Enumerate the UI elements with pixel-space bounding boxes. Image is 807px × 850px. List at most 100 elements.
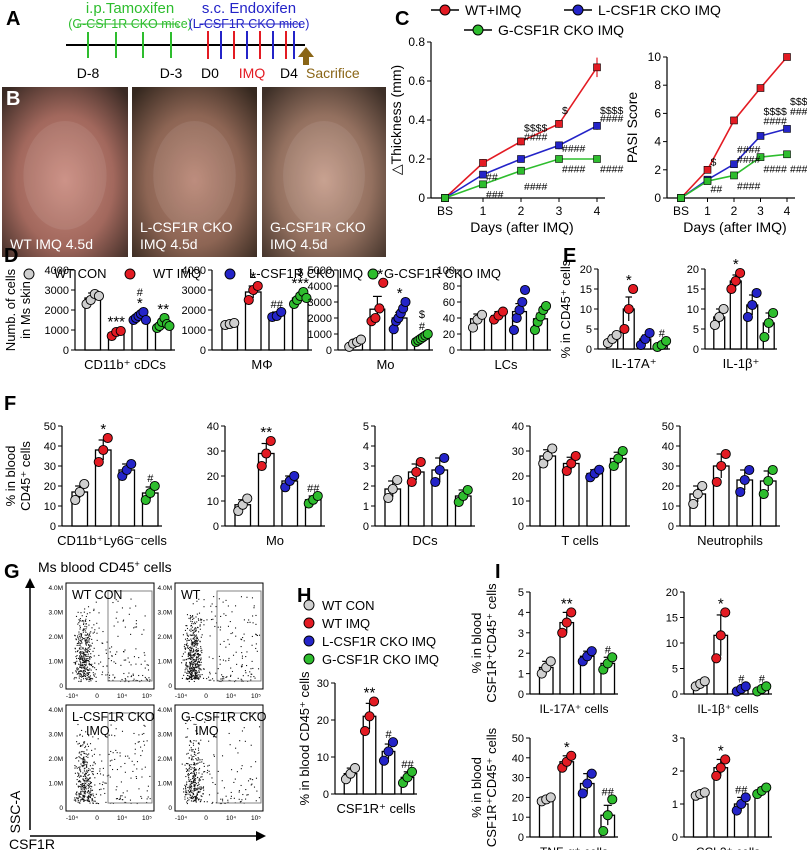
event-dot xyxy=(219,659,221,661)
event-dot xyxy=(200,795,202,797)
event-dot xyxy=(220,802,222,805)
data-point xyxy=(370,312,381,324)
event-dot xyxy=(116,752,118,754)
event-dot xyxy=(91,677,93,679)
event-dot xyxy=(86,766,88,768)
event-dot xyxy=(186,634,188,636)
y-tick-label: 2000 xyxy=(45,305,69,317)
event-dot xyxy=(129,607,131,609)
event-dot xyxy=(90,790,92,792)
event-dot xyxy=(144,660,146,662)
event-dot xyxy=(197,799,199,801)
event-dot xyxy=(198,655,200,657)
event-dot xyxy=(85,791,87,793)
x-tick-label: 4 xyxy=(594,204,601,218)
flow-plot-label: G-CSF1R CKO xyxy=(181,710,267,724)
flow-x-tick-label: 10⁵ xyxy=(251,815,261,822)
event-dot xyxy=(125,659,127,661)
flow-y-tick-label: 2.0M xyxy=(49,756,63,763)
event-dot xyxy=(253,786,256,788)
event-dot xyxy=(193,774,195,776)
day-label: D-8 xyxy=(77,65,100,81)
event-dot xyxy=(117,621,119,623)
panel-letter-e: E xyxy=(563,245,576,267)
event-dot xyxy=(193,753,196,755)
event-dot xyxy=(85,782,87,784)
event-dot xyxy=(106,674,109,676)
event-dot xyxy=(113,661,115,663)
event-dot xyxy=(76,655,78,657)
event-dot xyxy=(78,773,80,775)
event-dot xyxy=(91,638,93,640)
event-dot xyxy=(220,615,222,618)
event-dot xyxy=(125,679,127,681)
y-tick-label: 30 xyxy=(44,461,56,473)
event-dot xyxy=(198,612,201,614)
event-dot xyxy=(89,765,91,767)
event-dot xyxy=(133,656,135,658)
event-dot xyxy=(192,650,194,652)
event-dot xyxy=(201,634,203,636)
event-dot xyxy=(185,665,187,667)
group-legend-marker xyxy=(23,268,35,280)
event-dot xyxy=(228,659,230,661)
y-tick-label: 20 xyxy=(512,471,524,483)
y-tick-label: 10 xyxy=(512,496,524,508)
event-dot xyxy=(79,625,81,627)
event-dot xyxy=(187,793,189,795)
event-dot xyxy=(85,639,87,641)
event-dot xyxy=(74,648,76,650)
event-dot xyxy=(87,640,89,642)
y-axis-title: PASI Score xyxy=(624,92,640,164)
event-dot xyxy=(86,659,88,661)
event-dot xyxy=(80,758,82,760)
event-dot xyxy=(79,796,81,798)
flow-x-tick-label: 0 xyxy=(204,815,208,822)
event-dot xyxy=(186,720,188,722)
event-dot xyxy=(78,663,80,665)
event-dot xyxy=(207,676,210,678)
event-dot xyxy=(219,663,221,665)
event-dot xyxy=(83,652,85,654)
event-dot xyxy=(191,777,194,779)
event-dot xyxy=(243,640,245,642)
event-dot xyxy=(144,766,146,768)
event-dot xyxy=(86,765,88,767)
event-dot xyxy=(87,754,89,756)
event-dot xyxy=(108,677,110,679)
data-point xyxy=(252,280,263,292)
event-dot xyxy=(92,666,94,668)
event-dot xyxy=(194,673,197,675)
data-point xyxy=(479,159,487,167)
event-dot xyxy=(82,788,84,790)
event-dot xyxy=(83,758,85,760)
event-dot xyxy=(193,617,195,619)
event-dot xyxy=(84,753,86,755)
event-dot xyxy=(193,629,195,631)
event-dot xyxy=(198,772,200,774)
event-dot xyxy=(225,676,227,679)
data-point xyxy=(462,484,473,496)
significance-label: ** xyxy=(561,595,573,612)
event-dot xyxy=(215,622,218,624)
event-dot xyxy=(84,790,86,792)
event-dot xyxy=(198,671,200,673)
event-dot xyxy=(185,677,188,679)
event-dot xyxy=(88,676,90,678)
event-dot xyxy=(195,616,197,618)
event-dot xyxy=(85,637,87,639)
event-dot xyxy=(93,647,95,649)
imq-label: IMQ xyxy=(239,65,266,81)
event-dot xyxy=(91,798,93,800)
event-dot xyxy=(77,623,79,625)
event-dot xyxy=(225,660,227,662)
event-dot xyxy=(116,798,118,800)
event-dot xyxy=(78,672,80,674)
event-dot xyxy=(135,777,138,780)
data-point xyxy=(555,141,563,150)
event-dot xyxy=(84,795,86,797)
y-tick-label: 0 xyxy=(654,191,661,205)
